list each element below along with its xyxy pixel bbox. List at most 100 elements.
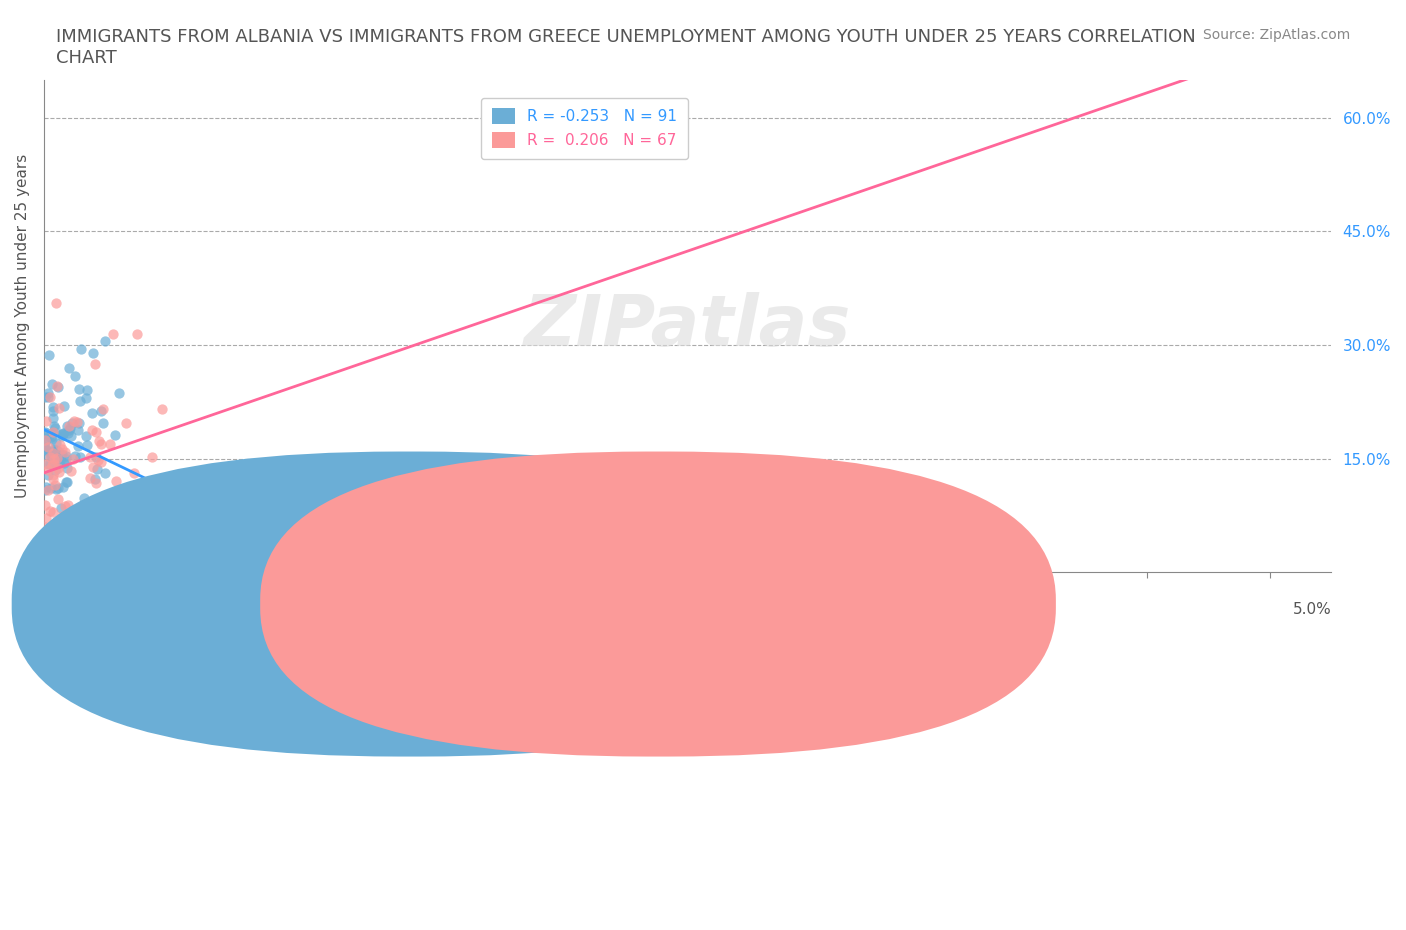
Point (132, 519, 155, 534)
Point (44, 447, 66, 462)
Point (44, 452, 66, 467)
Point (52, 456, 75, 471)
Point (49, 438, 72, 453)
Point (34, 483, 56, 498)
Point (45, 296, 67, 311)
Point (82, 345, 104, 360)
Point (46, 450, 69, 465)
Point (37, 385, 59, 400)
Point (73, 490, 96, 505)
Point (46, 492, 69, 507)
Point (55, 448, 77, 463)
Text: Immigrants from Albania: Immigrants from Albania (430, 603, 620, 618)
Text: Source: ZipAtlas.com: Source: ZipAtlas.com (1202, 28, 1350, 42)
Point (58, 360, 80, 375)
Point (104, 474, 127, 489)
Point (37, 457, 59, 472)
Point (75, 391, 97, 405)
Point (42, 442, 65, 457)
Point (150, 402, 173, 417)
Point (39, 519, 62, 534)
Point (125, 326, 148, 341)
Point (58, 423, 80, 438)
Point (38, 504, 60, 519)
Point (98, 497, 121, 512)
Point (46, 380, 69, 395)
Point (42, 425, 65, 440)
Point (35, 432, 58, 447)
Point (80, 422, 103, 437)
Point (100, 436, 122, 451)
Point (34, 440, 56, 455)
Point (53, 498, 76, 513)
Point (91, 402, 114, 417)
Point (34, 498, 56, 512)
Point (44, 463, 66, 478)
Point (56, 418, 79, 433)
Point (59, 464, 82, 479)
Point (51, 442, 73, 457)
Point (38, 390, 60, 405)
Point (55, 509, 77, 524)
Point (42, 403, 65, 418)
Point (35, 479, 58, 494)
Point (41, 472, 63, 486)
Point (55, 474, 77, 489)
Point (46, 481, 69, 496)
Point (41, 377, 63, 392)
Point (76, 438, 98, 453)
Point (48, 456, 70, 471)
Point (63, 448, 86, 463)
Point (52, 426, 75, 441)
Point (37, 483, 59, 498)
Point (35, 447, 58, 462)
Point (66, 438, 89, 453)
Point (45, 379, 67, 393)
Point (84, 472, 107, 486)
Point (34, 457, 56, 472)
Point (67, 381, 90, 396)
Text: IMMIGRANTS FROM ALBANIA VS IMMIGRANTS FROM GREECE UNEMPLOYMENT AMONG YOUTH UNDER: IMMIGRANTS FROM ALBANIA VS IMMIGRANTS FR… (56, 28, 1197, 67)
Point (104, 427, 127, 442)
Point (42, 418, 65, 433)
Point (53, 445, 76, 459)
Point (122, 466, 145, 481)
Point (51, 448, 73, 463)
Point (44, 477, 66, 492)
Text: ZIPatlas: ZIPatlas (524, 292, 851, 361)
Point (141, 449, 163, 464)
Point (52, 479, 75, 494)
Point (55, 513, 77, 528)
Point (48, 465, 70, 480)
Point (38, 347, 60, 362)
Point (35, 443, 58, 458)
Point (41, 432, 63, 446)
Point (56, 425, 79, 440)
Point (63, 414, 86, 429)
Point (48, 517, 70, 532)
Point (94, 334, 117, 349)
Point (90, 455, 112, 470)
Point (55, 460, 77, 475)
Point (42, 451, 65, 466)
Point (84, 475, 107, 490)
Point (41, 445, 63, 460)
Point (51, 446, 73, 461)
Point (34, 442, 56, 457)
Point (39, 447, 62, 462)
Point (56, 474, 79, 489)
Point (87, 453, 110, 468)
Point (69, 519, 91, 534)
Point (34, 424, 56, 439)
Point (90, 404, 112, 418)
Point (42, 400, 65, 415)
Point (67, 422, 90, 437)
Point (52, 427, 75, 442)
Point (42, 504, 65, 519)
Point (48, 454, 70, 469)
Text: Immigrants from Greece: Immigrants from Greece (678, 603, 865, 618)
Point (44, 420, 66, 435)
Point (108, 386, 131, 401)
Point (101, 326, 124, 341)
Point (37, 468, 59, 483)
